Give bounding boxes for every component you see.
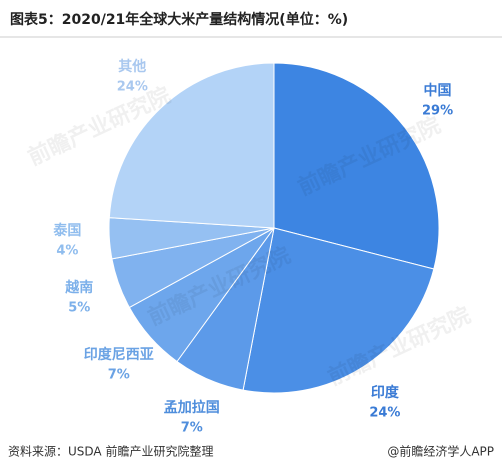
source: 资料来源：USDA 前瞻产业研究院整理 xyxy=(8,444,213,459)
slice-label: 孟加拉国 xyxy=(164,399,220,416)
value-label: 29% xyxy=(422,104,453,119)
value-label: 7% xyxy=(108,367,130,382)
slice-label: 中国 xyxy=(424,82,452,99)
value-label: 5% xyxy=(68,301,90,316)
slice-label: 其他 xyxy=(118,58,146,75)
slice-label: 印度 xyxy=(371,384,400,401)
value-label: 4% xyxy=(56,243,78,258)
slice-label: 越南 xyxy=(64,279,93,296)
pie-slice xyxy=(242,227,435,394)
value-label: 24% xyxy=(369,405,400,420)
chart-title: 图表5：2020/21年全球大米产量结构情况(单位：%) xyxy=(10,11,348,28)
value-label: 24% xyxy=(117,80,148,95)
value-label: 7% xyxy=(181,420,203,435)
pie: 中国 29% 印度 24% 孟加拉国 7% 印度尼西亚 7% 越南 5% 泰国 4% 其他 24% xyxy=(52,58,453,435)
pie-slice xyxy=(273,62,440,270)
slice-label: 泰国 xyxy=(52,222,81,239)
slice-label: 印度尼西亚 xyxy=(84,346,154,363)
credit: @前瞻经济学人APP xyxy=(387,444,494,459)
pie-slice xyxy=(108,62,275,229)
